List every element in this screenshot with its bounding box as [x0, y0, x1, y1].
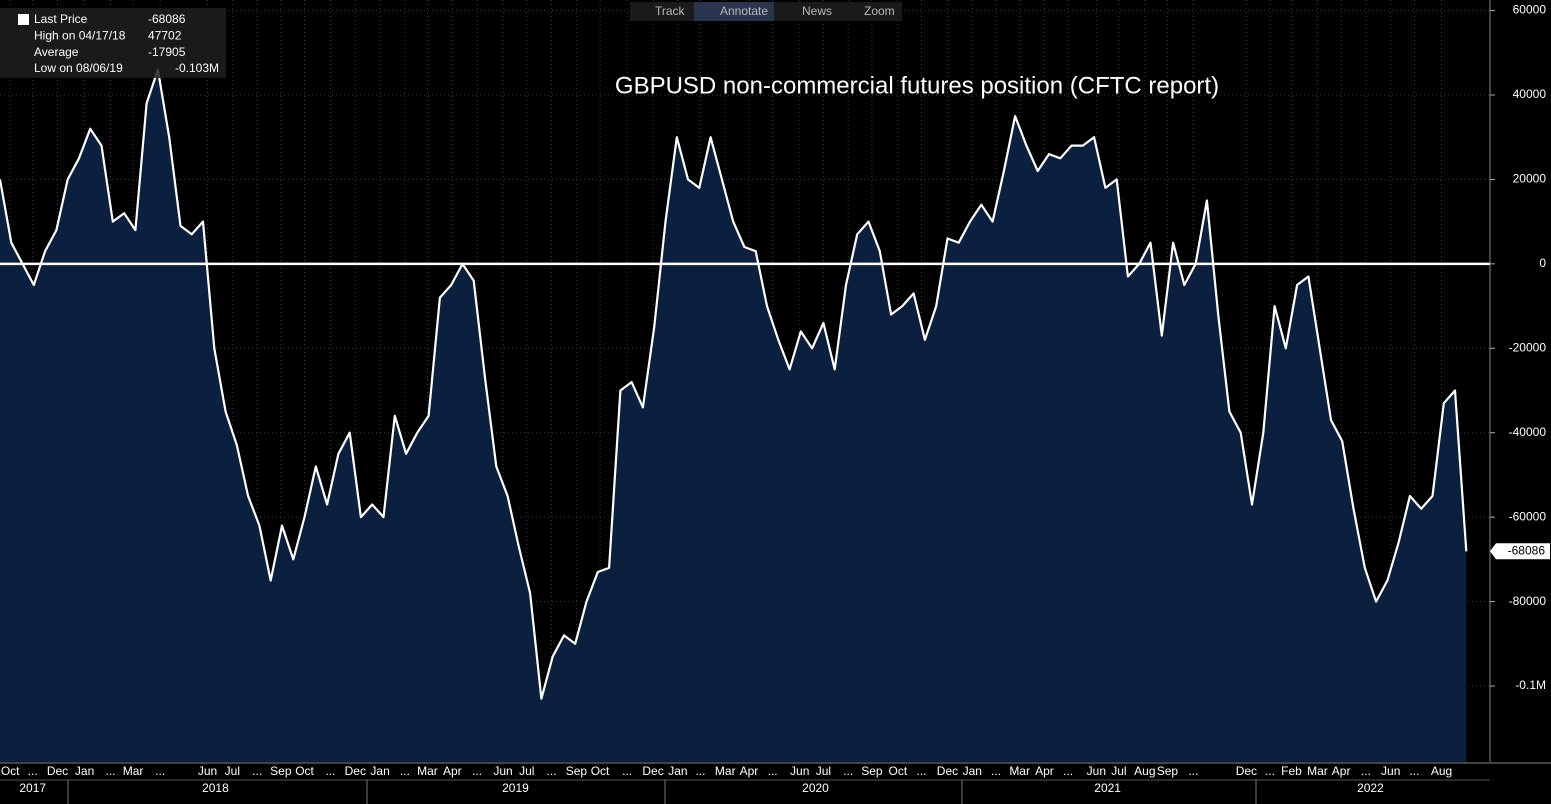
plot-area: [0, 0, 1490, 762]
last-value-label: -68086: [1508, 543, 1546, 557]
toolbar-button[interactable]: Track: [655, 4, 686, 18]
x-tick-label: ...: [547, 764, 557, 778]
toolbar-active: [694, 2, 774, 21]
x-tick-label: Apr: [1035, 764, 1054, 778]
x-tick-label: ...: [1188, 764, 1198, 778]
x-tick-label: Jul: [1111, 764, 1126, 778]
legend-value: -17905: [148, 45, 186, 59]
x-tick-label: Jun: [493, 764, 512, 778]
legend-value: -68086: [148, 12, 186, 26]
x-tick-label: Dec: [345, 764, 366, 778]
x-tick-label: Jun: [1381, 764, 1400, 778]
y-tick-label: 20000: [1513, 172, 1547, 186]
x-tick-label: ...: [472, 764, 482, 778]
x-tick-label: Apr: [1332, 764, 1351, 778]
x-tick-label: ...: [843, 764, 853, 778]
x-tick-label: Jan: [75, 764, 94, 778]
x-tick-label: Oct: [591, 764, 610, 778]
x-tick-label: Dec: [642, 764, 663, 778]
legend-label: High on 04/17/18: [34, 28, 126, 42]
x-tick-label: Oct: [295, 764, 314, 778]
x-tick-label: ...: [400, 764, 410, 778]
x-tick-label: ...: [1063, 764, 1073, 778]
x-tick-label: Dec: [937, 764, 958, 778]
x-tick-label: Feb: [1281, 764, 1302, 778]
toolbar-button[interactable]: Zoom: [864, 4, 895, 18]
last-value-tag: [1490, 543, 1550, 560]
x-tick-label: Jul: [519, 764, 534, 778]
x-tick-label: ...: [1409, 764, 1419, 778]
legend-label: Average: [34, 45, 79, 59]
x-year-label: 2022: [1357, 781, 1384, 795]
x-tick-label: Oct: [888, 764, 907, 778]
x-tick-label: Jun: [1087, 764, 1106, 778]
x-year-label: 2019: [502, 781, 529, 795]
x-year-label: 2017: [19, 781, 46, 795]
toolbar-button[interactable]: News: [802, 4, 832, 18]
y-tick-label: -40000: [1509, 425, 1547, 439]
legend-label: Low on 08/06/19: [34, 61, 123, 75]
x-tick-label: Apr: [443, 764, 462, 778]
x-tick-label: ...: [28, 764, 38, 778]
y-tick-label: -60000: [1509, 509, 1547, 523]
chart-title: GBPUSD non-commercial futures position (…: [615, 72, 1219, 99]
x-tick-label: Sep: [861, 764, 883, 778]
x-tick-label: Mar: [715, 764, 736, 778]
y-tick-label: 40000: [1513, 87, 1547, 101]
legend-swatch: [18, 14, 29, 25]
x-tick-label: Oct: [1, 764, 20, 778]
x-tick-label: ...: [106, 764, 116, 778]
x-tick-label: Mar: [417, 764, 438, 778]
x-tick-label: ...: [155, 764, 165, 778]
toolbar-button[interactable]: Annotate: [720, 4, 768, 18]
x-tick-label: ...: [252, 764, 262, 778]
x-tick-label: Sep: [566, 764, 588, 778]
legend-label: Last Price: [34, 12, 88, 26]
x-tick-label: Aug: [1431, 764, 1452, 778]
x-tick-label: Jun: [790, 764, 809, 778]
y-tick-label: -0.1M: [1515, 678, 1546, 692]
x-year-label: 2020: [802, 781, 829, 795]
x-tick-label: Aug: [1134, 764, 1155, 778]
y-tick-label: 60000: [1513, 3, 1547, 17]
legend-value: 47702: [148, 28, 182, 42]
x-tick-label: ...: [1361, 764, 1371, 778]
x-tick-label: Mar: [1009, 764, 1030, 778]
x-tick-label: ...: [325, 764, 335, 778]
x-tick-label: ...: [917, 764, 927, 778]
area: [0, 69, 1467, 762]
x-tick-label: Jan: [668, 764, 687, 778]
x-tick-label: ...: [991, 764, 1001, 778]
x-tick-label: Mar: [1307, 764, 1328, 778]
x-tick-label: Jul: [225, 764, 240, 778]
x-tick-label: Jan: [963, 764, 982, 778]
x-tick-label: Sep: [1157, 764, 1179, 778]
x-tick-label: ...: [1265, 764, 1275, 778]
legend-value: -0.103M: [175, 61, 219, 75]
x-year-label: 2021: [1094, 781, 1121, 795]
legend-box: [0, 8, 226, 78]
x-tick-label: Jul: [816, 764, 831, 778]
x-tick-label: Dec: [47, 764, 68, 778]
x-tick-label: Dec: [1236, 764, 1257, 778]
y-tick-label: -20000: [1509, 340, 1547, 354]
x-tick-label: Jan: [370, 764, 389, 778]
y-tick-label: -80000: [1509, 594, 1547, 608]
y-tick-label: 0: [1539, 256, 1546, 270]
line: [0, 68, 1468, 700]
x-tick-label: ...: [622, 764, 632, 778]
x-tick-label: Sep: [270, 764, 292, 778]
x-year-label: 2018: [202, 781, 229, 795]
x-tick-label: Jun: [198, 764, 217, 778]
x-tick-label: ...: [695, 764, 705, 778]
x-tick-label: Mar: [123, 764, 144, 778]
x-tick-label: Apr: [740, 764, 759, 778]
x-tick-label: ...: [768, 764, 778, 778]
